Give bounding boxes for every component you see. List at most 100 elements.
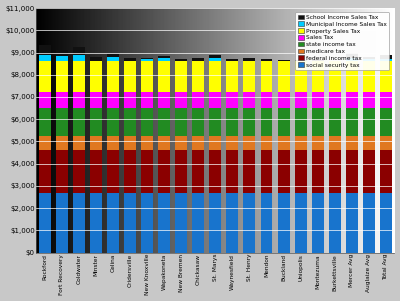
Bar xyxy=(209,108,221,136)
Bar xyxy=(295,60,306,61)
Bar xyxy=(278,61,290,92)
Bar xyxy=(278,92,290,108)
Bar xyxy=(312,61,324,92)
Bar xyxy=(260,150,272,193)
Bar xyxy=(363,136,375,150)
Bar xyxy=(39,55,51,61)
Bar xyxy=(73,92,85,108)
Bar xyxy=(260,136,272,150)
Bar xyxy=(380,61,392,92)
Bar xyxy=(380,150,392,193)
Bar xyxy=(278,108,290,136)
Bar xyxy=(363,193,375,253)
Bar xyxy=(244,108,256,136)
Bar xyxy=(312,193,324,253)
Bar xyxy=(295,136,306,150)
Bar xyxy=(346,108,358,136)
Bar xyxy=(278,150,290,193)
Bar xyxy=(312,136,324,150)
Bar xyxy=(73,47,85,55)
Bar xyxy=(346,92,358,108)
Bar xyxy=(295,193,306,253)
Bar xyxy=(209,150,221,193)
Bar xyxy=(39,193,51,253)
Bar xyxy=(158,150,170,193)
Bar xyxy=(124,61,136,92)
Bar xyxy=(346,136,358,150)
Bar xyxy=(226,92,238,108)
Bar xyxy=(107,108,119,136)
Bar xyxy=(192,136,204,150)
Bar xyxy=(363,57,375,59)
Bar xyxy=(226,108,238,136)
Bar xyxy=(39,150,51,193)
Bar xyxy=(107,61,119,92)
Bar xyxy=(124,150,136,193)
Bar xyxy=(244,92,256,108)
Bar xyxy=(192,150,204,193)
Bar xyxy=(209,136,221,150)
Bar xyxy=(141,150,153,193)
Bar xyxy=(226,150,238,193)
Bar xyxy=(124,136,136,150)
Bar xyxy=(158,92,170,108)
Bar xyxy=(226,136,238,150)
Bar xyxy=(141,61,153,92)
Bar xyxy=(124,58,136,61)
Bar xyxy=(158,136,170,150)
Bar xyxy=(90,150,102,193)
Bar xyxy=(90,92,102,108)
Bar xyxy=(73,136,85,150)
Bar xyxy=(56,92,68,108)
Bar xyxy=(244,58,256,61)
Bar xyxy=(329,136,341,150)
Bar xyxy=(312,92,324,108)
Bar xyxy=(209,193,221,253)
Bar xyxy=(192,58,204,61)
Bar xyxy=(260,61,272,92)
Bar xyxy=(56,61,68,92)
Bar xyxy=(56,50,68,56)
Bar xyxy=(363,61,375,92)
Bar xyxy=(346,61,358,92)
Bar xyxy=(39,108,51,136)
Bar xyxy=(312,60,324,61)
Bar xyxy=(363,59,375,61)
Bar xyxy=(226,193,238,253)
Bar xyxy=(56,193,68,253)
Bar xyxy=(175,136,187,150)
Bar xyxy=(141,59,153,61)
Bar xyxy=(124,92,136,108)
Bar xyxy=(175,61,187,92)
Bar xyxy=(90,57,102,61)
Bar xyxy=(56,150,68,193)
Bar xyxy=(141,58,153,59)
Bar xyxy=(244,193,256,253)
Bar xyxy=(39,136,51,150)
Bar xyxy=(175,193,187,253)
Bar xyxy=(329,108,341,136)
Bar xyxy=(363,92,375,108)
Bar xyxy=(278,193,290,253)
Bar xyxy=(329,92,341,108)
Bar xyxy=(295,150,306,193)
Bar xyxy=(107,54,119,57)
Bar xyxy=(295,92,306,108)
Bar xyxy=(90,136,102,150)
Bar xyxy=(244,61,256,92)
Bar xyxy=(107,57,119,61)
Bar xyxy=(226,61,238,92)
Bar xyxy=(141,92,153,108)
Bar xyxy=(56,136,68,150)
Bar xyxy=(312,108,324,136)
Bar xyxy=(380,136,392,150)
Bar xyxy=(73,108,85,136)
Bar xyxy=(260,92,272,108)
Bar xyxy=(192,193,204,253)
Bar xyxy=(260,59,272,61)
Bar xyxy=(380,58,392,61)
Bar xyxy=(209,61,221,92)
Bar xyxy=(107,92,119,108)
Bar xyxy=(346,150,358,193)
Bar xyxy=(124,193,136,253)
